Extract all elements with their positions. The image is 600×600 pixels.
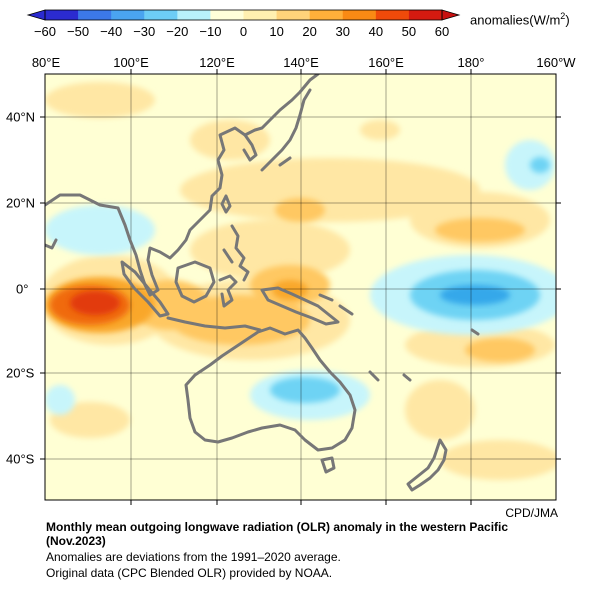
colorbar-tick-label: 40: [368, 24, 384, 39]
colorbar-tick-label: 0: [239, 24, 248, 39]
colorbar-tick-label: −50: [67, 24, 90, 39]
colorbar-tick-label: 60: [434, 24, 450, 39]
asia-coast: [45, 74, 320, 297]
japan-coast: [260, 88, 312, 172]
java-coast: [166, 316, 262, 332]
colorbar-tick-label: −10: [199, 24, 222, 39]
new-guinea-coast: [260, 286, 340, 326]
sumatra-coast: [120, 260, 170, 318]
lat-label-40n: 40°N: [6, 109, 36, 125]
lon-label-160e: 160°E: [368, 55, 404, 70]
new-zealand-coast: [406, 438, 448, 492]
colorbar-segment: [177, 10, 211, 20]
lat-label-0: 0°: [16, 281, 29, 297]
taiwan-coast: [220, 194, 232, 214]
lon-label-140e: 140°E: [283, 55, 319, 70]
note-data-source: Original data (CPC Blended OLR) provided…: [46, 566, 333, 580]
anomaly-20-30: [130, 198, 535, 362]
anomaly-neg-20-30: [440, 285, 510, 305]
frame-ticks: [40, 69, 561, 505]
lon-label-100e: 100°E: [113, 55, 149, 70]
colorbar-segment: [408, 10, 443, 20]
melanesia-coast: [318, 293, 354, 316]
colorbar-segment: [375, 10, 410, 20]
india-coast: [45, 238, 58, 250]
colorbar-segment: [210, 10, 244, 20]
colorbar-tick-label: −20: [166, 24, 189, 39]
colorbar-segment: [144, 10, 178, 20]
credit-label: CPD/JMA: [505, 506, 558, 520]
colorbar-segment: [111, 10, 145, 20]
note-anomaly-baseline: Anomalies are deviations from the 1991–2…: [46, 550, 341, 564]
colorbar-segment: [78, 10, 112, 20]
lat-label-20s: 20°S: [6, 365, 35, 381]
philippines-coast: [222, 224, 250, 282]
colorbar-tick-label: 50: [401, 24, 417, 39]
colorbar-segment: [276, 10, 311, 20]
korea-coast: [242, 133, 258, 162]
colorbar-tick-label: 20: [302, 24, 317, 39]
lon-label-160w: 160°W: [536, 55, 576, 70]
colorbar-segment: [45, 10, 79, 20]
lat-label-40s: 40°S: [6, 451, 35, 467]
borneo-coast: [174, 260, 216, 304]
colorbar-tick-label: 30: [335, 24, 350, 39]
figure-title: Monthly mean outgoing longwave radiation…: [46, 520, 509, 548]
lon-label-180: 180°: [457, 55, 485, 70]
colorbar-tick-label: −60: [33, 24, 57, 39]
anomaly-50-60: [70, 291, 120, 315]
lon-label-80e: 80°E: [31, 55, 61, 70]
lat-label-20n: 20°N: [6, 195, 36, 211]
sulawesi-coast: [218, 274, 238, 308]
colorbar-tick-label: −30: [133, 24, 156, 39]
colorbar-segment: [309, 10, 344, 20]
colorbar-tick-label: 10: [269, 24, 284, 39]
coastlines: [45, 74, 480, 492]
tasmania-coast: [320, 456, 336, 474]
colorbar-segment: [243, 10, 278, 20]
colorbar-tick-label: −40: [100, 24, 123, 39]
lon-label-120e: 120°E: [199, 55, 235, 70]
pacific-islands: [368, 328, 480, 382]
colorbar-segment: [342, 10, 377, 20]
colorbar: [26, 9, 461, 21]
colorbar-unit-label: anomalies(W/m2): [470, 11, 570, 28]
australia-coast: [184, 326, 357, 452]
